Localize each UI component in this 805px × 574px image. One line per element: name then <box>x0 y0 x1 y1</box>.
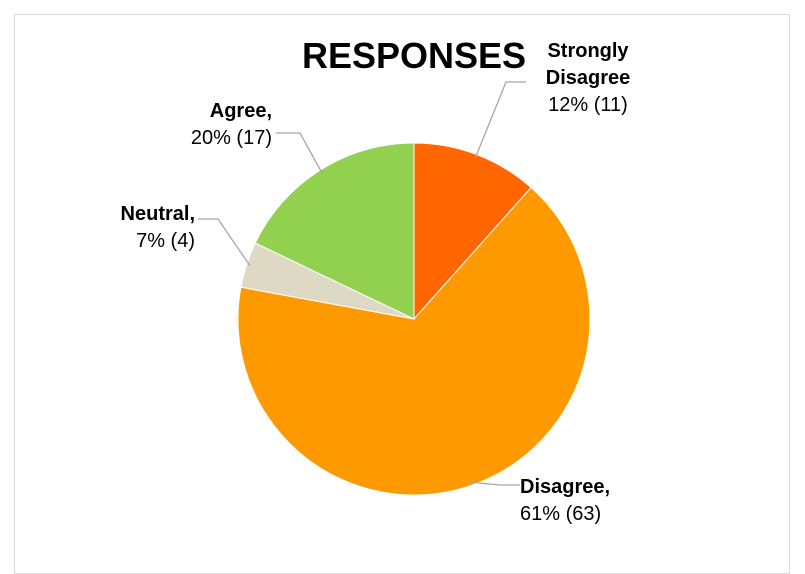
data-label-neutral: Neutral, 7% (4) <box>121 203 195 252</box>
leader-line-disagree <box>469 481 520 486</box>
leader-line-strongly-disagree <box>474 81 526 159</box>
pie-chart: RESPONSES Strongly Disagree 12% (11) Disagr… <box>121 35 631 525</box>
data-label-strongly-disagree: Strongly Disagree 12% (11) <box>546 40 631 116</box>
pie-slice-disagree <box>237 186 591 496</box>
leader-line-neutral <box>198 218 251 267</box>
leader-lines <box>198 81 526 486</box>
leader-line-agree <box>276 132 323 174</box>
chart-title: RESPONSES <box>302 35 526 76</box>
pie-slices <box>237 142 591 496</box>
data-label-disagree: Disagree, 61% (63) <box>520 476 610 525</box>
data-labels: Strongly Disagree 12% (11) Disagree, 61% (63… <box>121 40 631 525</box>
data-label-agree: Agree, 20% (17) <box>191 100 272 149</box>
